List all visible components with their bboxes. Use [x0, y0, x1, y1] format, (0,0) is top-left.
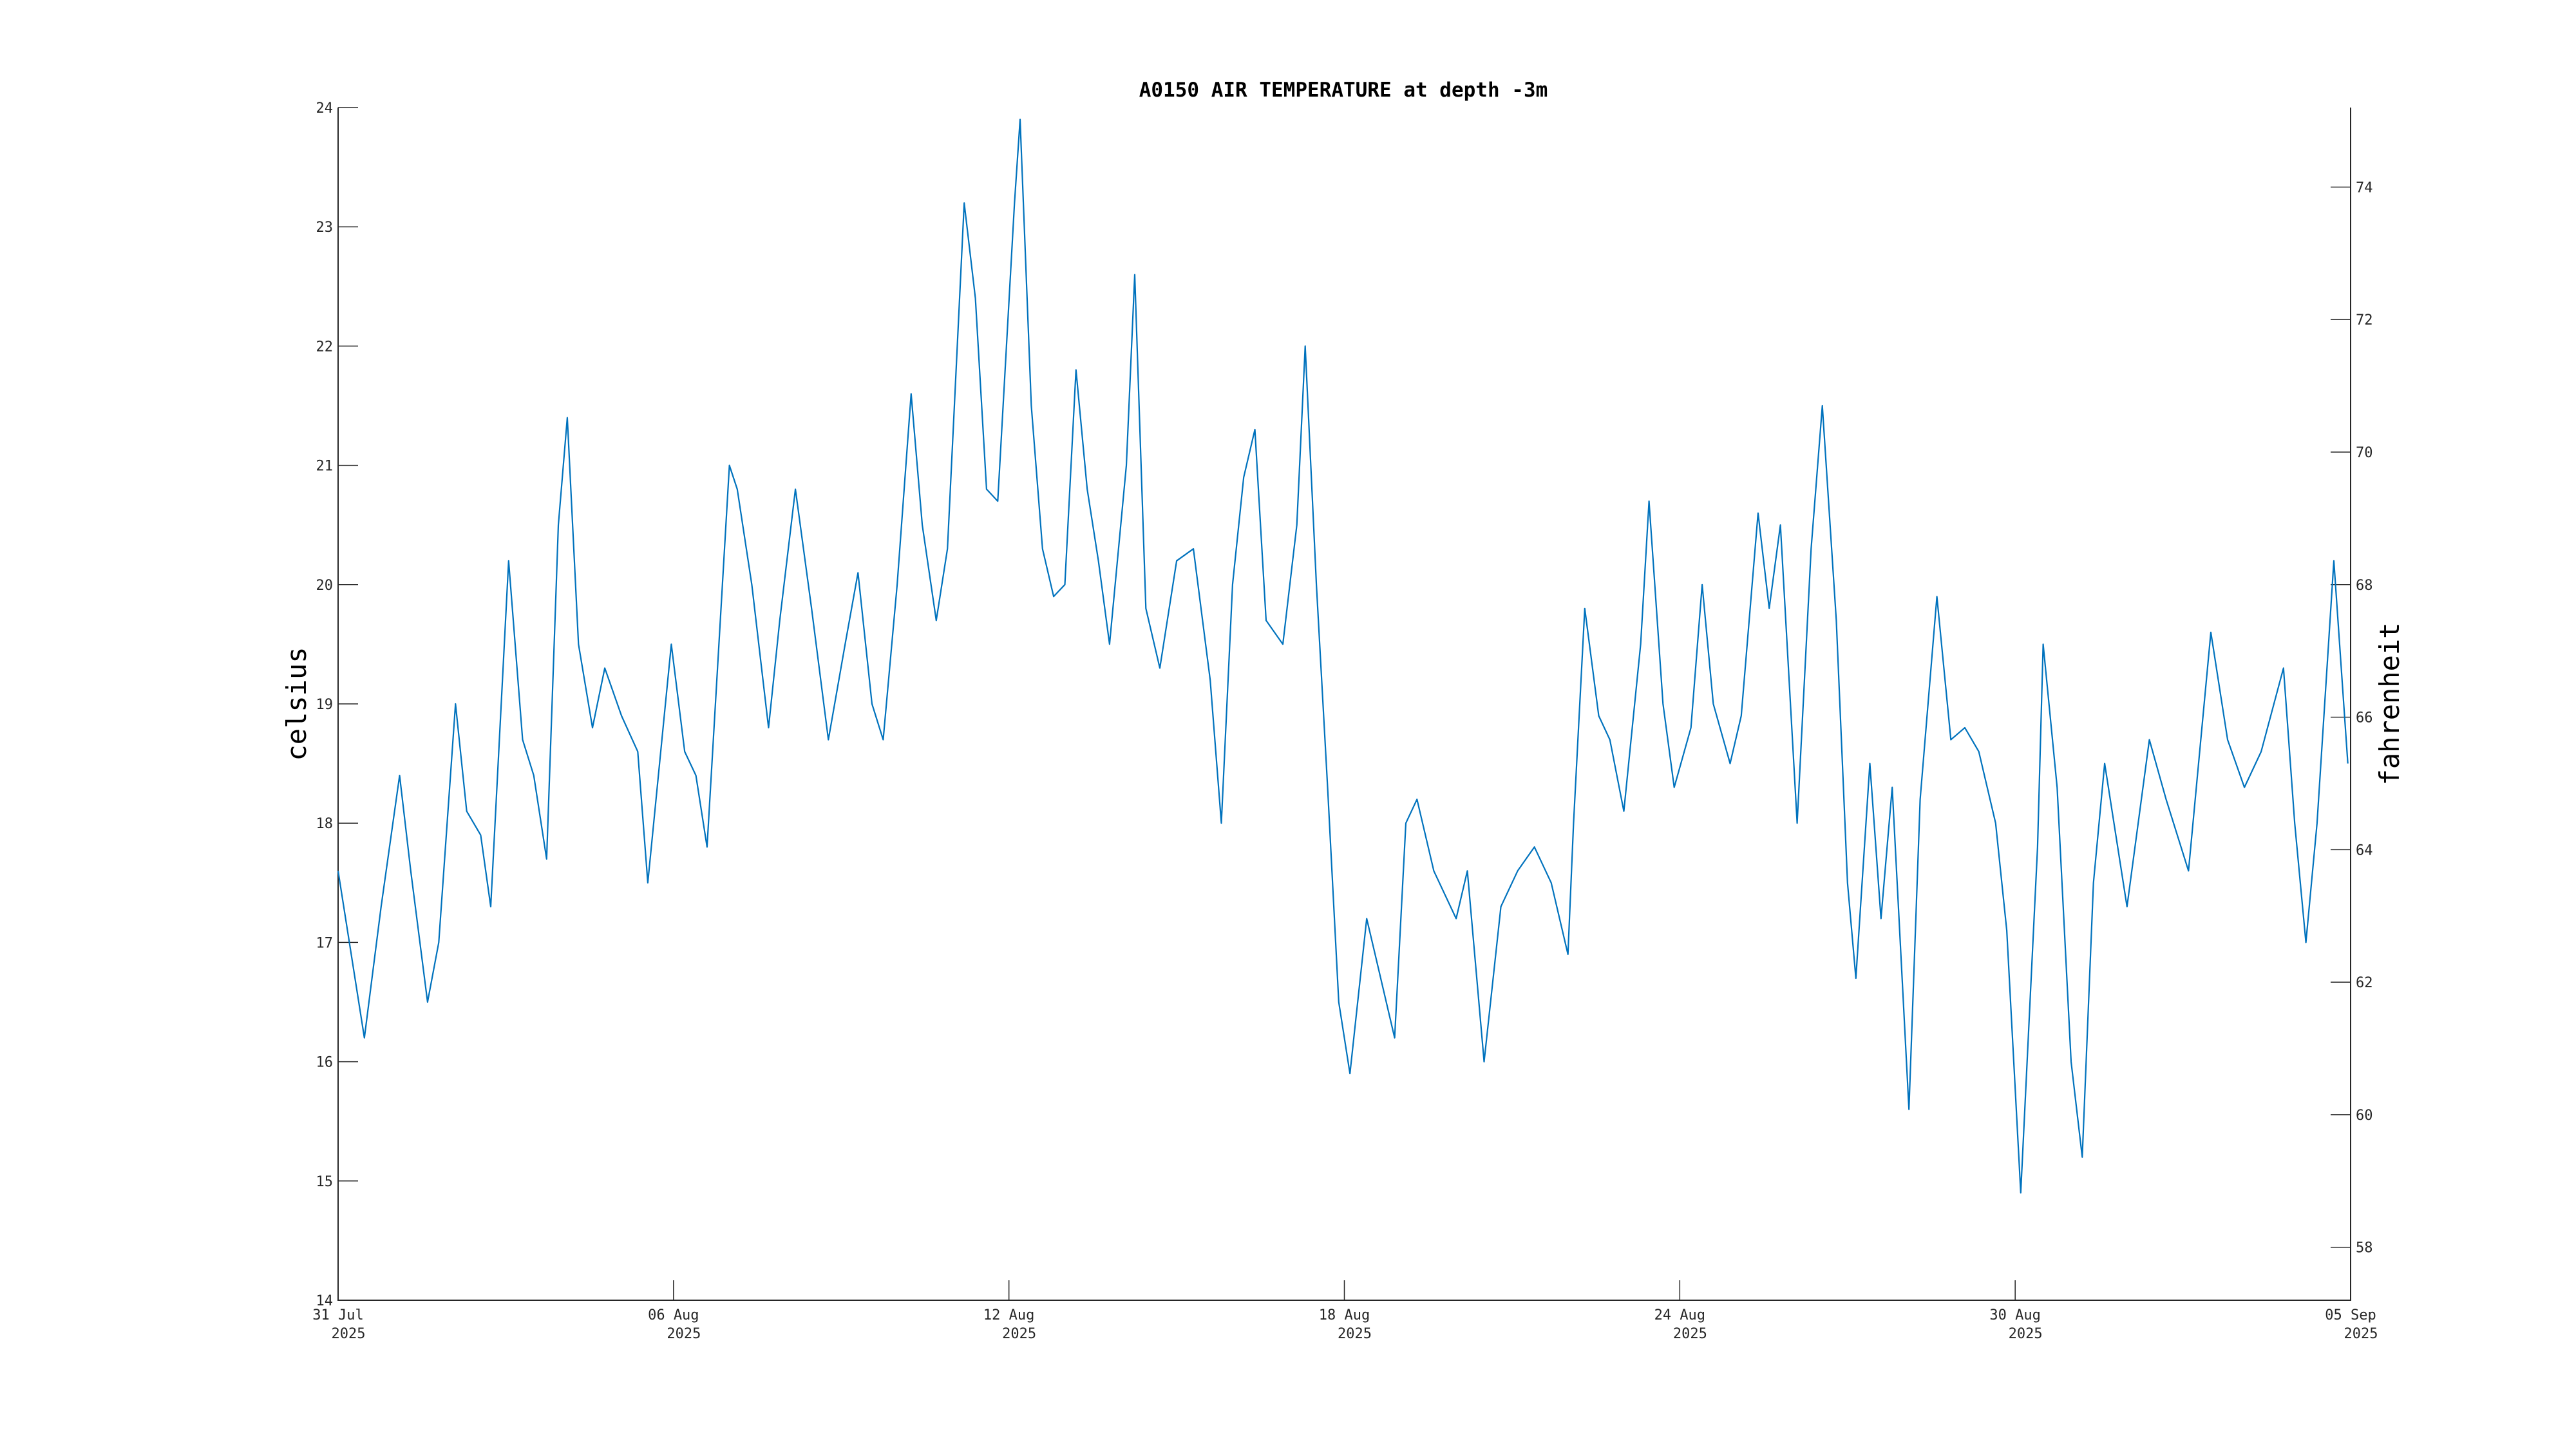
y2-tick-label: 62 — [2356, 975, 2373, 991]
x-tick-label: 2025 — [332, 1326, 366, 1342]
y-tick-label: 24 — [316, 100, 334, 117]
y2-axis-label: fahrenheit — [2374, 623, 2405, 786]
x-tick-label: 24 Aug — [1654, 1307, 1705, 1323]
x-tick-label: 06 Aug — [648, 1307, 699, 1323]
x-tick-label: 2025 — [1673, 1326, 1707, 1342]
y-tick-label: 21 — [316, 459, 334, 475]
y-tick-label: 15 — [316, 1174, 334, 1190]
y2-tick-label: 74 — [2356, 180, 2373, 196]
y-tick-label: 14 — [316, 1293, 334, 1309]
y2-tick-label: 66 — [2356, 710, 2373, 726]
y2-tick-label: 68 — [2356, 578, 2373, 594]
y2-tick-label: 60 — [2356, 1108, 2373, 1124]
y-axis-label: celsius — [281, 647, 312, 761]
x-tick-label: 31 Jul — [312, 1307, 363, 1323]
chart-title: A0150 AIR TEMPERATURE at depth -3m — [1139, 79, 1548, 102]
y2-tick-label: 72 — [2356, 312, 2373, 328]
x-tick-label: 2025 — [2344, 1326, 2378, 1342]
y-tick-label: 23 — [316, 220, 334, 236]
y-tick-label: 19 — [316, 697, 334, 713]
x-tick-label: 2025 — [1002, 1326, 1036, 1342]
temperature-line — [337, 118, 2349, 1194]
x-tick-label: 2025 — [2009, 1326, 2043, 1342]
x-tick-label: 2025 — [667, 1326, 701, 1342]
x-tick-label: 18 Aug — [1319, 1307, 1370, 1323]
y-tick-label: 16 — [316, 1055, 334, 1071]
y2-tick-label: 64 — [2356, 842, 2373, 858]
y2-tick-label: 70 — [2356, 445, 2373, 461]
y-tick-label: 17 — [316, 935, 334, 951]
y-tick-label: 18 — [316, 816, 334, 832]
y-tick-label: 22 — [316, 339, 334, 355]
x-tick-label: 2025 — [1338, 1326, 1372, 1342]
y-tick-label: 20 — [316, 578, 334, 594]
x-tick-label: 05 Sep — [2325, 1307, 2376, 1323]
y2-tick-label: 58 — [2356, 1240, 2373, 1256]
x-tick-label: 12 Aug — [983, 1307, 1034, 1323]
x-tick-label: 30 Aug — [1989, 1307, 2040, 1323]
